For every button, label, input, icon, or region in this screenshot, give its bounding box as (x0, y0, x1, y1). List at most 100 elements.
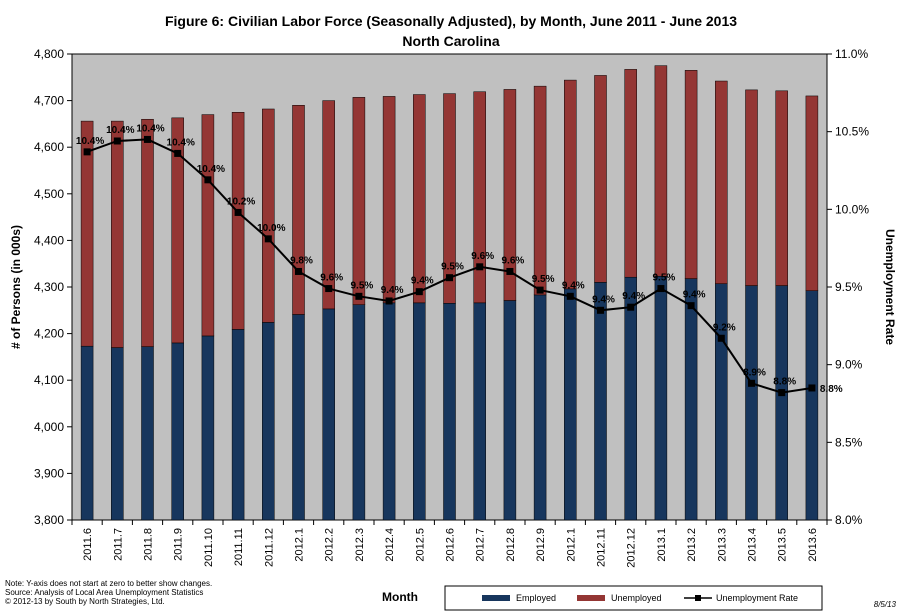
bar-unemployed (564, 79, 577, 290)
rate-marker (174, 149, 182, 157)
rate-data-label: 9.4% (592, 294, 615, 305)
bar-employed (413, 302, 426, 521)
note-line-3: © 2012-13 by South by North Strategies, … (5, 597, 165, 606)
legend-label-unemployed: Unemployed (611, 593, 662, 603)
y-axis-title: # of Persons (in 000s) (9, 225, 23, 349)
bar-unemployed (352, 97, 366, 305)
bar-unemployed (684, 70, 698, 279)
legend: Employed Unemployed Unemployment Rate (444, 585, 823, 611)
rate-marker (748, 379, 755, 387)
rate-labels-group: 10.4%10.4% 10.4%10.4%10.4%10.2%10.0%9.8%9… (76, 123, 843, 395)
note-line-1: Note: Y-axis does not start at zero to b… (5, 579, 212, 588)
x-tick-label: 2012.11 (596, 528, 608, 567)
bar-employed (141, 346, 154, 521)
left-axis-ticks: 3,800 3,900 4,000 4,100 4,200 4,300 4,400 4,500… (34, 47, 72, 527)
y-tick-label: 3,800 (34, 513, 64, 527)
rate-data-label: 8.8% (820, 384, 843, 395)
legend-label-employed: Employed (516, 593, 556, 603)
y-tick-label: 4,100 (34, 373, 64, 387)
bar-employed (80, 345, 94, 521)
rate-marker (566, 292, 574, 300)
bar-unemployed (775, 90, 788, 286)
bar-employed (533, 294, 547, 521)
bar-unemployed (654, 65, 668, 277)
x-tick-label: 2011.7 (112, 528, 124, 561)
x-tick-label: 2011.11 (233, 528, 245, 566)
rate-data-label: 9.5% (351, 280, 374, 291)
bar-unemployed (413, 94, 426, 304)
x-tick-label: 2013.4 (747, 528, 759, 562)
bar-employed (292, 314, 305, 521)
y-tick-label: 4,200 (34, 327, 64, 341)
bar-unemployed (745, 89, 758, 286)
rate-data-label: 9.6% (502, 255, 525, 266)
bar-unemployed (533, 85, 547, 296)
y-tick-label: 4,000 (34, 420, 64, 434)
rate-data-label: 9.8% (290, 255, 313, 266)
x-tick-label: 2011.8 (143, 528, 155, 561)
x-tick-label: 2012.8 (505, 528, 517, 562)
bar-employed (775, 285, 788, 521)
y-tick-label: 4,300 (34, 280, 64, 294)
bar-employed (503, 300, 517, 521)
bar-employed (262, 322, 275, 521)
y-tick-label: 4,500 (34, 187, 64, 201)
rate-marker (476, 263, 484, 271)
rate-marker (325, 285, 333, 293)
bar-employed (201, 335, 215, 521)
bar-employed (654, 276, 668, 521)
bar-unemployed (382, 96, 396, 304)
legend-label-rate: Unemployment Rate (716, 593, 798, 603)
bar-employed (382, 302, 396, 521)
y2-tick-label: 8.5% (835, 435, 863, 449)
right-axis-ticks: 8.0% 8.5% 9.0% 9.5% 10.0% 10.5% 11.0% (827, 47, 869, 527)
y-tick-label: 4,800 (34, 47, 64, 61)
bar-unemployed (443, 93, 456, 304)
bar-employed (322, 308, 335, 521)
x-tick-label: 2011.12 (263, 528, 275, 567)
rate-data-label: 8.9% (743, 367, 766, 378)
x-tick-label: 2012.2 (324, 528, 336, 562)
rate-data-label: 9.4% (562, 280, 585, 291)
rate-marker (446, 274, 453, 282)
bar-employed (443, 303, 456, 521)
rate-marker (234, 208, 242, 216)
rate-data-label: 9.5% (441, 262, 464, 273)
bar-unemployed (594, 75, 607, 283)
y-tick-label: 3,900 (34, 466, 64, 480)
bar-unemployed (805, 95, 819, 291)
x-tick-label: 2012.5 (414, 528, 426, 562)
x-tick-label: 2012.1 (294, 528, 306, 562)
rate-marker (355, 292, 363, 300)
y-tick-label: 4,600 (34, 140, 64, 154)
bar-employed (594, 282, 607, 521)
rate-data-label: 9.4% (381, 285, 404, 296)
bar-employed (624, 276, 637, 521)
rate-line-group (83, 135, 816, 397)
rate-data-label: 10.4% (106, 125, 134, 136)
x-tick-label: 2013.1 (656, 528, 668, 562)
legend-swatch-unemployed (577, 595, 605, 601)
bar-unemployed (201, 114, 215, 337)
x-tick-label: 2011.10 (203, 528, 215, 567)
y2-tick-label: 10.0% (835, 202, 869, 216)
rate-marker (687, 302, 695, 310)
bar-unemployed (503, 89, 517, 301)
x-tick-label: 2012.1 (565, 528, 577, 562)
rate-data-label: 9.6% (471, 251, 494, 262)
bar-employed (715, 283, 728, 521)
y-tick-label: 4,700 (34, 94, 64, 108)
rate-marker (83, 148, 91, 156)
bar-unemployed (292, 105, 305, 315)
rate-data-label: 9.5% (532, 274, 555, 285)
y2-tick-label: 11.0% (835, 47, 868, 61)
y2-tick-label: 9.0% (835, 358, 863, 372)
bar-employed (111, 347, 124, 521)
bar-unemployed (262, 108, 275, 323)
bar-unemployed (171, 117, 184, 344)
rate-marker (808, 384, 816, 392)
rate-marker (385, 297, 393, 305)
bar-unemployed (80, 120, 94, 347)
rate-data-label: 9.4% (411, 276, 434, 287)
